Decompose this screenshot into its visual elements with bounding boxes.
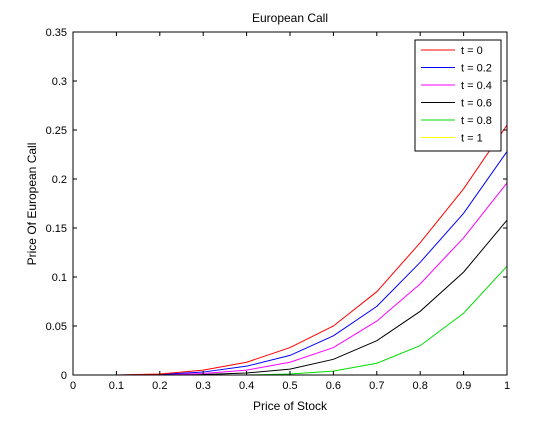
legend-label: t = 0.6	[461, 98, 492, 110]
legend-label: t = 0	[461, 45, 483, 57]
legend-label: t = 0.4	[461, 80, 492, 92]
x-tick-label: 1	[504, 380, 510, 392]
y-tick-label: 0.05	[46, 321, 67, 333]
y-tick-label: 0.3	[52, 76, 67, 88]
legend-label: t = 0.2	[461, 63, 492, 75]
legend: t = 0 t = 0.2 t = 0.4 t = 0.6 t = 0.8 t = 1	[414, 39, 502, 152]
x-tick-label: 0.5	[282, 380, 297, 392]
legend-box	[414, 39, 502, 152]
y-tick-label: 0.2	[52, 174, 67, 186]
x-axis: 0 0.1 0.2 0.3 0.4 0.5 0.6 0.7 0.8 0.9 1	[70, 32, 510, 392]
y-tick-label: 0.1	[52, 272, 67, 284]
x-tick-label: 0	[70, 380, 76, 392]
y-axis: 0 0.05 0.1 0.15 0.2 0.25 0.3 0.35	[46, 27, 507, 382]
x-tick-label: 0.3	[196, 380, 211, 392]
x-tick-label: 0.4	[239, 380, 254, 392]
x-tick-label: 0.2	[152, 380, 167, 392]
series-line-t-0	[73, 124, 508, 376]
y-tick-label: 0.25	[46, 125, 67, 137]
legend-label: t = 0.8	[461, 115, 492, 127]
y-tick-label: 0	[61, 370, 67, 382]
x-tick-label: 0.8	[413, 380, 428, 392]
x-tick-label: 0.6	[326, 380, 341, 392]
x-tick-label: 0.7	[369, 380, 384, 392]
x-tick-label: 0.1	[109, 380, 124, 392]
x-tick-label: 0.9	[456, 380, 471, 392]
chart-title: European Call	[252, 11, 328, 25]
y-tick-label: 0.15	[46, 223, 67, 235]
y-tick-label: 0.35	[46, 27, 67, 39]
y-axis-label: Price Of European Call	[25, 143, 39, 266]
x-axis-label: Price of Stock	[253, 399, 328, 413]
legend-label: t = 1	[461, 133, 483, 145]
